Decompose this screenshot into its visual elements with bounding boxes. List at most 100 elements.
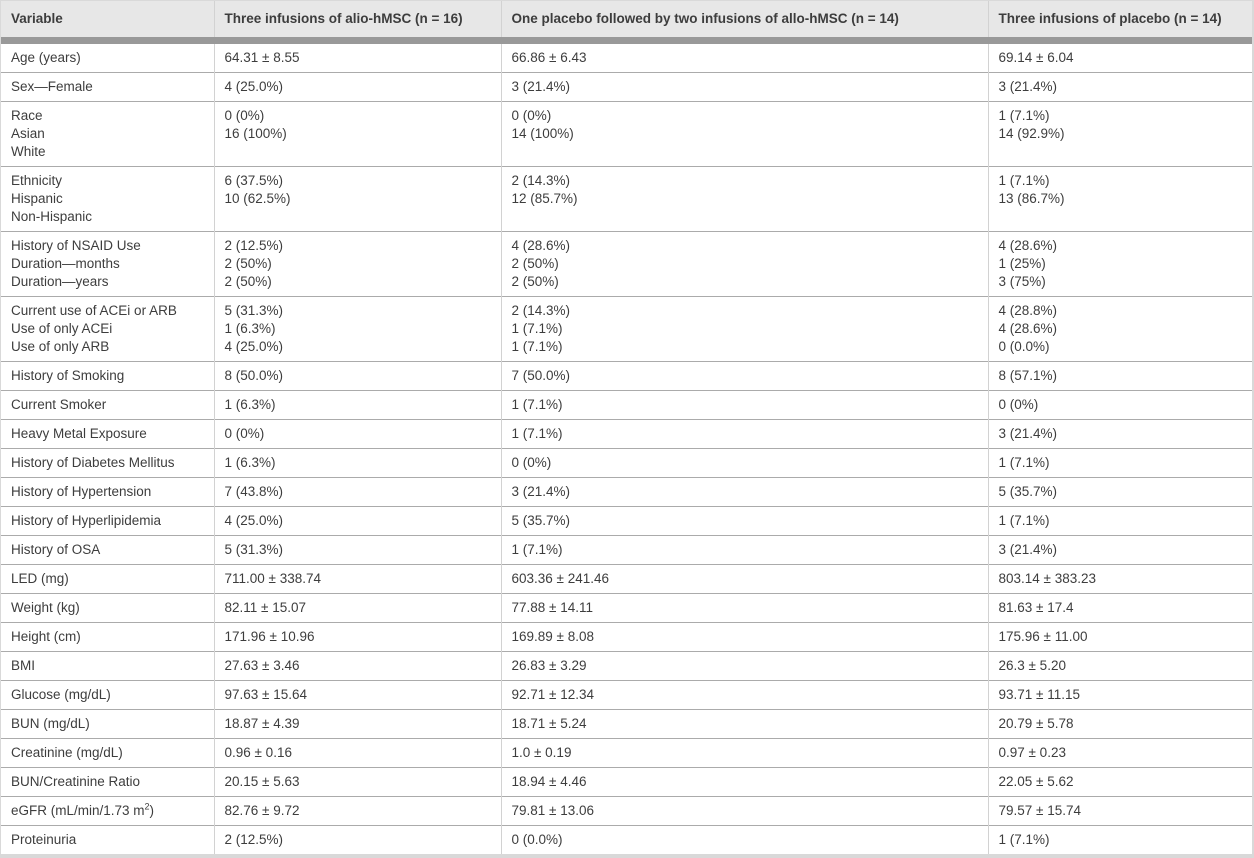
table-row: Height (cm) 171.96 ± 10.96 169.89 ± 8.08… — [1, 622, 1252, 652]
value-cell-group3: 93.71 ± 11.15 — [987, 680, 1252, 710]
value-cell-group2: 7 (50.0%) — [500, 361, 988, 391]
value-cell-group2: 77.88 ± 14.11 — [500, 593, 988, 623]
value-cell-group1: 8 (50.0%) — [213, 361, 501, 391]
column-header-group1: Three infusions of alio-hMSC (n = 16) — [213, 1, 501, 44]
value-cell-group3: 4 (28.6%) 1 (25%) 3 (75%) — [987, 231, 1252, 297]
value-cell-group1: 82.11 ± 15.07 — [213, 593, 501, 623]
variable-cell: Weight (kg) — [1, 593, 214, 623]
value-cell-group2: 603.36 ± 241.46 — [500, 564, 988, 594]
value-cell-group2: 0 (0%) — [500, 448, 988, 478]
table-row: Current Smoker 1 (6.3%) 1 (7.1%) 0 (0%) — [1, 390, 1252, 420]
value-cell-group1: 6 (37.5%) 10 (62.5%) — [213, 166, 501, 232]
value-cell-group1: 97.63 ± 15.64 — [213, 680, 501, 710]
variable-cell: eGFR (mL/min/1.73 m2) — [1, 796, 214, 826]
table-row: Age (years) 64.31 ± 8.55 66.86 ± 6.43 69… — [1, 40, 1252, 73]
value-cell-group3: 0 (0%) — [987, 390, 1252, 420]
variable-cell: History of OSA — [1, 535, 214, 565]
value-cell-group1: 4 (25.0%) — [213, 506, 501, 536]
value-cell-group1: 2 (12.5%) — [213, 825, 501, 854]
value-cell-group1: 1 (6.3%) — [213, 390, 501, 420]
value-cell-group2: 5 (35.7%) — [500, 506, 988, 536]
table-row: Weight (kg) 82.11 ± 15.07 77.88 ± 14.11 … — [1, 593, 1252, 623]
value-cell-group2: 0 (0.0%) — [500, 825, 988, 854]
table-row: Race Asian White 0 (0%) 16 (100%) 0 (0%) 14 … — [1, 101, 1252, 167]
variable-cell: BMI — [1, 651, 214, 681]
table-header: Variable Three infusions of alio-hMSC (n… — [1, 1, 1252, 44]
value-cell-group2: 0 (0%) 14 (100%) — [500, 101, 988, 167]
variable-cell: BUN (mg/dL) — [1, 709, 214, 739]
table-row: Glucose (mg/dL) 97.63 ± 15.64 92.71 ± 12… — [1, 680, 1252, 710]
value-cell-group1: 171.96 ± 10.96 — [213, 622, 501, 652]
value-cell-group3: 1 (7.1%) 13 (86.7%) — [987, 166, 1252, 232]
variable-cell: Current Smoker — [1, 390, 214, 420]
variable-cell: BUN/Creatinine Ratio — [1, 767, 214, 797]
variable-cell: Creatinine (mg/dL) — [1, 738, 214, 768]
value-cell-group1: 20.15 ± 5.63 — [213, 767, 501, 797]
header-row: Variable Three infusions of alio-hMSC (n… — [1, 1, 1252, 44]
table-row: BUN/Creatinine Ratio 20.15 ± 5.63 18.94 … — [1, 767, 1252, 797]
table-row: History of Diabetes Mellitus 1 (6.3%) 0 … — [1, 448, 1252, 478]
table-row: Proteinuria 2 (12.5%) 0 (0.0%) 1 (7.1%) — [1, 825, 1252, 854]
value-cell-group3: 1 (7.1%) — [987, 506, 1252, 536]
value-cell-group1: 7 (43.8%) — [213, 477, 501, 507]
value-cell-group1: 2 (12.5%) 2 (50%) 2 (50%) — [213, 231, 501, 297]
variable-cell: Proteinuria — [1, 825, 214, 854]
column-header-group2: One placebo followed by two infusions of… — [500, 1, 988, 44]
value-cell-group2: 1 (7.1%) — [500, 419, 988, 449]
value-cell-group2: 4 (28.6%) 2 (50%) 2 (50%) — [500, 231, 988, 297]
value-cell-group3: 5 (35.7%) — [987, 477, 1252, 507]
value-cell-group3: 1 (7.1%) — [987, 448, 1252, 478]
variable-cell: Sex—Female — [1, 72, 214, 102]
value-cell-group3: 175.96 ± 11.00 — [987, 622, 1252, 652]
variable-cell: Age (years) — [1, 40, 214, 73]
value-cell-group1: 27.63 ± 3.46 — [213, 651, 501, 681]
variable-cell: History of Diabetes Mellitus — [1, 448, 214, 478]
value-cell-group3: 69.14 ± 6.04 — [987, 40, 1252, 73]
table-row: BMI 27.63 ± 3.46 26.83 ± 3.29 26.3 ± 5.2… — [1, 651, 1252, 681]
value-cell-group2: 18.71 ± 5.24 — [500, 709, 988, 739]
value-cell-group2: 2 (14.3%) 1 (7.1%) 1 (7.1%) — [500, 296, 988, 362]
value-cell-group3: 20.79 ± 5.78 — [987, 709, 1252, 739]
value-cell-group2: 169.89 ± 8.08 — [500, 622, 988, 652]
value-cell-group2: 2 (14.3%) 12 (85.7%) — [500, 166, 988, 232]
table-row: BUN (mg/dL) 18.87 ± 4.39 18.71 ± 5.24 20… — [1, 709, 1252, 739]
value-cell-group3: 3 (21.4%) — [987, 72, 1252, 102]
value-cell-group2: 1 (7.1%) — [500, 535, 988, 565]
variable-cell: History of NSAID Use Duration—months Durat… — [1, 231, 214, 297]
value-cell-group1: 0 (0%) 16 (100%) — [213, 101, 501, 167]
table-row: History of Hypertension 7 (43.8%) 3 (21.… — [1, 477, 1252, 507]
variable-cell: Height (cm) — [1, 622, 214, 652]
value-cell-group1: 0 (0%) — [213, 419, 501, 449]
table-row: Sex—Female 4 (25.0%) 3 (21.4%) 3 (21.4%) — [1, 72, 1252, 102]
table-row: LED (mg) 711.00 ± 338.74 603.36 ± 241.46… — [1, 564, 1252, 594]
variable-cell: Current use of ACEi or ARB Use of only AC… — [1, 296, 214, 362]
value-cell-group1: 711.00 ± 338.74 — [213, 564, 501, 594]
table-row: History of NSAID Use Duration—months Durat… — [1, 231, 1252, 297]
value-cell-group3: 1 (7.1%) 14 (92.9%) — [987, 101, 1252, 167]
variable-cell: History of Hyperlipidemia — [1, 506, 214, 536]
value-cell-group3: 8 (57.1%) — [987, 361, 1252, 391]
value-cell-group3: 1 (7.1%) — [987, 825, 1252, 854]
table-row: History of Smoking 8 (50.0%) 7 (50.0%) 8… — [1, 361, 1252, 391]
table-body: Age (years) 64.31 ± 8.55 66.86 ± 6.43 69… — [1, 40, 1252, 854]
value-cell-group1: 5 (31.3%) — [213, 535, 501, 565]
value-cell-group2: 3 (21.4%) — [500, 72, 988, 102]
value-cell-group2: 18.94 ± 4.46 — [500, 767, 988, 797]
table-row: History of Hyperlipidemia 4 (25.0%) 5 (3… — [1, 506, 1252, 536]
variable-cell: Race Asian White — [1, 101, 214, 167]
table-row: Current use of ACEi or ARB Use of only AC… — [1, 296, 1252, 362]
table-row: Heavy Metal Exposure 0 (0%) 1 (7.1%) 3 (… — [1, 419, 1252, 449]
value-cell-group1: 82.76 ± 9.72 — [213, 796, 501, 826]
value-cell-group2: 79.81 ± 13.06 — [500, 796, 988, 826]
variable-cell: Heavy Metal Exposure — [1, 419, 214, 449]
value-cell-group2: 66.86 ± 6.43 — [500, 40, 988, 73]
value-cell-group2: 1.0 ± 0.19 — [500, 738, 988, 768]
value-cell-group3: 3 (21.4%) — [987, 535, 1252, 565]
variable-cell: Glucose (mg/dL) — [1, 680, 214, 710]
value-cell-group3: 79.57 ± 15.74 — [987, 796, 1252, 826]
value-cell-group3: 81.63 ± 17.4 — [987, 593, 1252, 623]
value-cell-group2: 3 (21.4%) — [500, 477, 988, 507]
value-cell-group3: 4 (28.8%) 4 (28.6%) 0 (0.0%) — [987, 296, 1252, 362]
value-cell-group3: 3 (21.4%) — [987, 419, 1252, 449]
